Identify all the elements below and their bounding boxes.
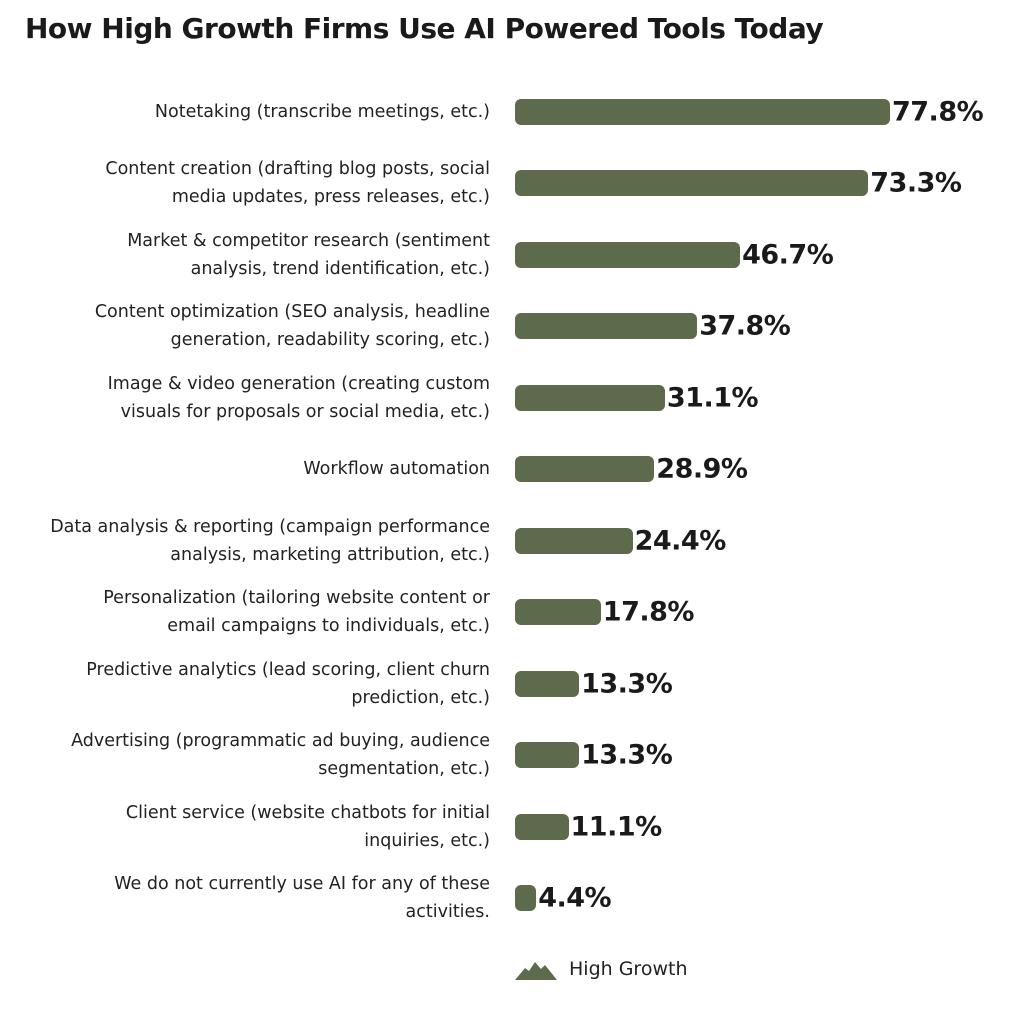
bar [515, 670, 580, 697]
data-label: 17.8% [602, 596, 695, 628]
category-label: We do not currently use AI for any of th… [114, 873, 490, 922]
category-label: Notetaking (transcribe meetings, etc.) [154, 102, 490, 122]
category-label: Workflow automation [303, 459, 490, 480]
data-label: 77.8% [891, 96, 984, 128]
bar [515, 813, 569, 840]
category-label: Predictive analytics (lead scoring, clie… [86, 659, 490, 708]
bar [515, 313, 698, 340]
data-label: 37.8% [699, 310, 791, 342]
bar [515, 527, 633, 554]
data-label: 31.1% [666, 382, 759, 414]
mountain-icon [515, 962, 557, 980]
data-label: 46.7% [742, 239, 834, 271]
legend-label: High Growth [569, 958, 688, 980]
category-label: Content creation (drafting blog posts, s… [105, 159, 490, 208]
category-label: Advertising (programmatic ad buying, aud… [71, 731, 490, 780]
bar [515, 599, 601, 626]
bar [515, 384, 665, 411]
data-label: 13.3% [581, 668, 673, 700]
category-label: Data analysis & reporting (campaign perf… [50, 516, 490, 565]
legend: High Growth [515, 958, 687, 980]
bar [515, 99, 890, 125]
category-label: Market & competitor research (sentiment … [127, 230, 490, 279]
category-label: Image & video generation (creating custo… [107, 373, 490, 422]
data-label: 24.4% [634, 525, 727, 557]
bar [515, 742, 580, 769]
category-label: Content optimization (SEO analysis, head… [94, 302, 490, 351]
bar [515, 170, 869, 197]
data-label: 11.1% [570, 811, 663, 842]
category-label: Client service (website chatbots for ini… [125, 802, 490, 851]
data-label: 28.9% [656, 453, 748, 485]
bar [515, 456, 655, 483]
chart-title: How High Growth Firms Use AI Powered Too… [25, 12, 824, 45]
data-label: 73.3% [870, 167, 962, 199]
bar [515, 884, 537, 911]
data-label: 13.3% [581, 739, 673, 771]
data-label: 4.4% [538, 882, 612, 914]
category-label: Personalization (tailoring website conte… [103, 588, 490, 637]
bar [515, 241, 741, 268]
